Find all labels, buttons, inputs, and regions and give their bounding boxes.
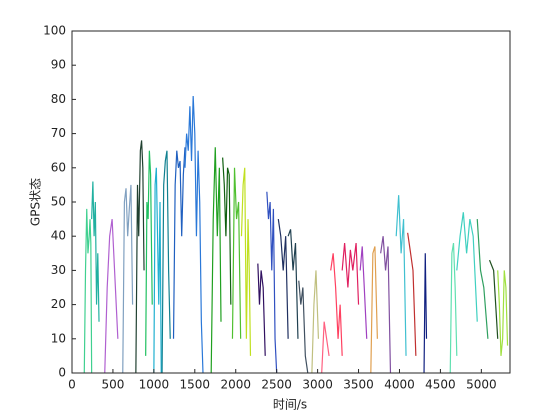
y-tick-label: 10 <box>51 331 66 345</box>
data-line <box>497 270 509 356</box>
data-line <box>83 208 93 374</box>
data-line <box>476 219 489 339</box>
x-tick-label: 4500 <box>425 378 456 392</box>
x-tick-label: 2500 <box>261 378 292 392</box>
y-tick-label: 90 <box>51 58 66 72</box>
data-line <box>380 236 392 374</box>
y-tick-label: 20 <box>51 297 66 311</box>
data-line <box>456 212 478 322</box>
x-tick-label: 4000 <box>384 378 415 392</box>
data-line <box>210 147 222 374</box>
x-tick-label: 1500 <box>180 378 211 392</box>
y-tick-label: 100 <box>43 24 66 38</box>
x-axis-label: 时间/s <box>273 398 307 412</box>
data-line <box>104 219 119 374</box>
data-line <box>240 167 252 356</box>
data-line <box>370 246 378 374</box>
data-line <box>277 219 289 339</box>
data-line <box>231 167 242 339</box>
x-tick-label: 0 <box>68 378 76 392</box>
data-line <box>449 242 458 374</box>
data-line <box>407 232 417 356</box>
data-line <box>298 280 309 374</box>
y-tick-label: 40 <box>51 229 66 243</box>
data-line <box>222 157 232 305</box>
data-line <box>172 147 186 339</box>
x-tick-label: 3500 <box>343 378 374 392</box>
data-line <box>359 246 368 339</box>
x-tick-label: 5000 <box>466 378 497 392</box>
data-line <box>184 95 204 374</box>
data-line <box>321 321 330 374</box>
data-line <box>311 270 320 374</box>
y-tick-label: 0 <box>58 366 66 380</box>
x-tick-label: 2000 <box>220 378 251 392</box>
y-axis-label: GPS状态 <box>29 178 43 226</box>
data-line <box>122 184 134 374</box>
y-tick-label: 70 <box>51 126 66 140</box>
data-line <box>287 229 299 339</box>
data-line <box>330 253 343 356</box>
y-tick-label: 30 <box>51 263 66 277</box>
data-line <box>423 253 428 374</box>
y-tick-label: 50 <box>51 195 66 209</box>
data-line <box>341 242 360 305</box>
x-tick-label: 3000 <box>302 378 333 392</box>
data-line <box>161 150 171 374</box>
data-line <box>395 195 407 356</box>
data-line <box>145 150 153 356</box>
data-line <box>135 140 145 374</box>
y-tick-label: 80 <box>51 92 66 106</box>
y-tick-label: 60 <box>51 160 66 174</box>
data-line <box>257 263 266 356</box>
data-line <box>153 167 162 374</box>
x-tick-label: 1000 <box>139 378 170 392</box>
data-line <box>91 181 100 322</box>
data-line <box>266 191 278 374</box>
data-line <box>488 259 499 339</box>
x-tick-label: 500 <box>101 378 124 392</box>
